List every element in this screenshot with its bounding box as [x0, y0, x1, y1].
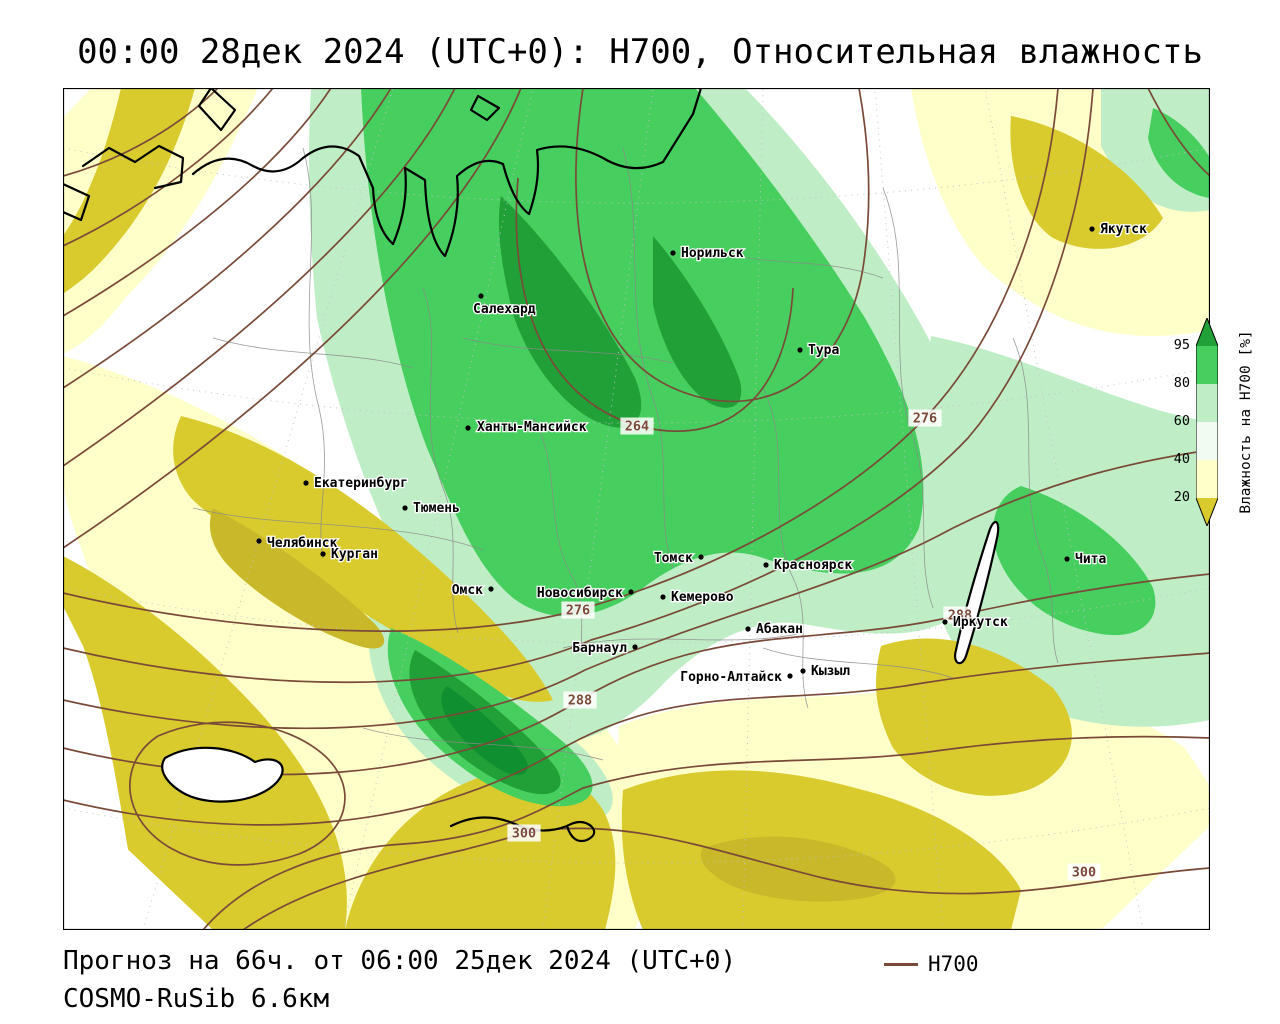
city-dot — [745, 626, 751, 632]
colorbar-tick-label: 20 — [1173, 489, 1190, 505]
colorbar-tick-label: 80 — [1173, 375, 1190, 391]
contour-label: 288 — [943, 606, 977, 624]
svg-text:276: 276 — [913, 411, 937, 427]
city-label: Ханты-Мансийск — [477, 420, 587, 435]
h700-legend-label: H700 — [928, 952, 979, 976]
city-marker: Чита — [1064, 551, 1108, 568]
city-dot — [478, 293, 484, 299]
city-marker: Омск — [450, 582, 494, 599]
city-dot — [797, 347, 803, 353]
contour-label: 264 — [620, 417, 654, 435]
city-dot — [256, 538, 262, 544]
svg-text:300: 300 — [512, 826, 536, 842]
city-label: Кызыл — [811, 664, 850, 679]
colorbar-ticks: 95 80 60 40 20 — [1150, 318, 1190, 526]
svg-text:264: 264 — [625, 419, 649, 435]
svg-text:288: 288 — [568, 693, 592, 709]
city-label: Тюмень — [413, 501, 460, 516]
city-marker: Томск — [653, 550, 704, 567]
city-label: Чита — [1075, 552, 1106, 567]
city-label: Кемерово — [671, 590, 734, 605]
city-label: Тура — [808, 343, 839, 358]
city-marker: Норильск — [670, 245, 745, 262]
humidity-fill-layer — [63, 88, 1210, 930]
city-label: Челябинск — [267, 536, 338, 551]
city-dot — [800, 668, 806, 674]
svg-text:276: 276 — [566, 603, 590, 619]
city-marker: Курган — [320, 546, 379, 563]
city-dot — [942, 619, 948, 625]
city-label: Горно-Алтайск — [680, 670, 782, 685]
city-marker: Тура — [797, 342, 841, 359]
map-canvas: 264 276 276 288 288 300 300 Якутск Норильск Сале… — [63, 88, 1210, 930]
city-marker: Челябинск — [256, 535, 339, 552]
city-label: Якутск — [1100, 222, 1147, 237]
city-label: Екатеринбург — [314, 476, 408, 491]
h700-legend-line — [884, 962, 918, 966]
city-dot — [660, 594, 666, 600]
city-label: Томск — [654, 551, 693, 566]
city-marker: Салехард — [472, 293, 537, 318]
contour-label: 276 — [561, 601, 595, 619]
city-marker: Абакан — [745, 621, 804, 638]
city-label: Иркутск — [953, 615, 1008, 630]
coastline-layer — [63, 88, 1000, 843]
city-dot — [488, 586, 494, 592]
page-title: 00:00 28дек 2024 (UTC+0): H700, Относите… — [77, 32, 1203, 72]
forecast-map-svg: 264 276 276 288 288 300 300 Якутск Норильск Сале… — [63, 88, 1210, 930]
city-label: Салехард — [473, 302, 536, 317]
city-dot — [1064, 556, 1070, 562]
city-label: Омск — [452, 583, 483, 598]
lake-baikal — [954, 521, 1000, 665]
contour-label: 276 — [908, 409, 942, 427]
city-dot — [787, 673, 793, 679]
model-info: COSMO-RuSib 6.6км — [63, 984, 330, 1014]
contour-labels-layer: 264 276 276 288 288 300 300 — [507, 409, 1101, 881]
city-dot — [670, 250, 676, 256]
city-dot — [303, 480, 309, 486]
city-marker: Екатеринбург — [303, 475, 409, 492]
city-marker: Тюмень — [402, 500, 461, 517]
city-dot — [1089, 226, 1095, 232]
city-label: Красноярск — [774, 558, 852, 573]
city-dot — [402, 505, 408, 511]
city-marker: Горно-Алтайск — [679, 669, 793, 686]
cities-layer: Якутск Норильск Салехард Тура Ханты-Мансийск… — [256, 221, 1148, 686]
colorbar-tick-label: 40 — [1173, 451, 1190, 467]
city-marker: Барнаул — [571, 640, 638, 657]
city-label: Курган — [331, 547, 378, 562]
city-dot — [465, 425, 471, 431]
city-label: Норильск — [681, 246, 744, 261]
city-dot — [698, 554, 704, 560]
svg-text:300: 300 — [1072, 865, 1096, 881]
city-marker: Ханты-Мансийск — [465, 419, 588, 436]
city-marker: Красноярск — [763, 557, 854, 574]
contour-label: 300 — [1067, 863, 1101, 881]
contour-label: 288 — [563, 691, 597, 709]
city-label: Новосибирск — [537, 586, 623, 601]
h700-legend: H700 — [884, 952, 979, 976]
forecast-info: Прогноз на 66ч. от 06:00 25дек 2024 (UTC… — [63, 946, 737, 976]
city-marker: Якутск — [1089, 221, 1148, 238]
city-marker: Кемерово — [660, 589, 735, 606]
city-marker: Кызыл — [800, 663, 852, 680]
colorbar-tick-label: 95 — [1173, 337, 1190, 353]
city-dot — [320, 551, 326, 557]
svg-text:288: 288 — [948, 608, 972, 624]
city-marker: Новосибирск — [536, 585, 634, 602]
city-label: Абакан — [756, 622, 803, 637]
contour-label: 300 — [507, 824, 541, 842]
colorbar-tick-label: 60 — [1173, 413, 1190, 429]
humidity-colorbar: 95 80 60 40 20 Влажность на H700 [%] — [1150, 318, 1280, 530]
city-dot — [632, 644, 638, 650]
city-dot — [763, 562, 769, 568]
city-dot — [628, 589, 634, 595]
city-marker: Иркутск — [942, 614, 1009, 631]
colorbar-title: Влажность на H700 [%] — [1238, 330, 1254, 514]
colorbar-gradient — [1196, 318, 1218, 526]
city-label: Барнаул — [572, 641, 627, 656]
